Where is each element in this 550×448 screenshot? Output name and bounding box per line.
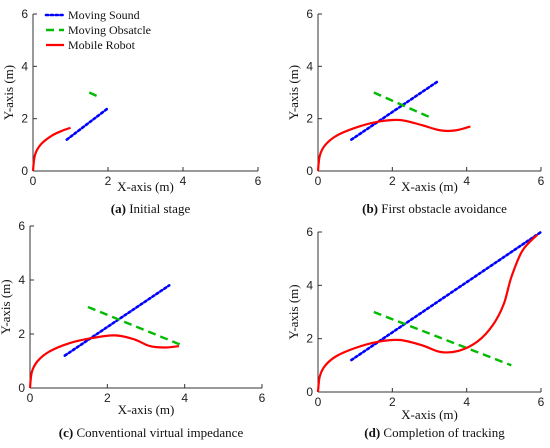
- x-tick-label: 2: [389, 174, 396, 188]
- series-line-moving-sound: [350, 80, 439, 141]
- series-line-moving-obsatcle: [373, 91, 434, 120]
- y-tick-label: 6: [21, 7, 28, 21]
- series-line-moving-obsatcle: [373, 310, 512, 367]
- chart-panel: 0 2 4 6 0 2 4 6 X-axis (m) Y-axis (m) (a) Initial …: [1, 7, 262, 216]
- series-line-mobile-robot: [28, 334, 180, 389]
- y-tick-label: 4: [306, 278, 313, 292]
- x-tick-label: 2: [105, 174, 112, 188]
- y-axis-label: Y-axis (m): [0, 279, 13, 334]
- panel-caption-text: Conventional virtual impedance: [73, 425, 243, 440]
- panel-caption: (a) Initial stage: [111, 201, 191, 216]
- x-tick-label: 4: [181, 391, 188, 405]
- series-line-moving-sound: [63, 284, 171, 357]
- x-axis-label: X-axis (m): [401, 179, 458, 194]
- x-tick-label: 4: [463, 395, 470, 409]
- y-tick-label: 6: [306, 7, 313, 21]
- y-tick-label: 2: [21, 112, 28, 126]
- x-tick-label: 0: [27, 391, 34, 405]
- series-line-moving-obsatcle: [87, 305, 182, 346]
- y-tick-label: 4: [21, 59, 28, 73]
- panel-caption: (c) Conventional virtual impedance: [59, 425, 244, 440]
- x-axis-label: X-axis (m): [401, 407, 458, 422]
- x-tick-label: 0: [315, 395, 322, 409]
- y-tick-label: 4: [306, 59, 313, 73]
- x-tick-label: 2: [389, 395, 396, 409]
- series-line-moving-sound: [350, 230, 543, 362]
- panel-caption-text: Initial stage: [126, 201, 190, 216]
- y-tick-label: 0: [21, 164, 28, 178]
- legend-label: Moving Obsatcle: [68, 23, 151, 37]
- y-tick-label: 0: [306, 385, 313, 399]
- panel-caption-label: (a): [111, 201, 126, 216]
- x-tick-label: 2: [104, 391, 111, 405]
- panel-caption: (b) First obstacle avoidance: [362, 201, 507, 216]
- x-tick-label: 6: [538, 395, 545, 409]
- x-tick-label: 6: [538, 174, 545, 188]
- series-line-mobile-robot: [316, 118, 471, 172]
- y-axis-label: Y-axis (m): [286, 65, 301, 120]
- series-line-mobile-robot: [31, 126, 71, 172]
- panel-caption-label: (c): [59, 425, 73, 440]
- y-tick-label: 6: [18, 219, 25, 233]
- y-tick-label: 0: [18, 381, 25, 395]
- x-axis-label: X-axis (m): [117, 179, 174, 194]
- panel-caption-text: Completion of tracking: [380, 425, 505, 440]
- legend-label: Moving Sound: [68, 8, 140, 22]
- x-tick-label: 4: [463, 174, 470, 188]
- y-tick-label: 4: [18, 273, 25, 287]
- x-tick-label: 6: [255, 174, 262, 188]
- x-tick-label: 6: [259, 391, 266, 405]
- panel-caption-label: (d): [364, 425, 380, 440]
- chart-panel: 0 2 4 6 0 2 4 6 X-axis (m) Y-axis (m) (b) First ob…: [286, 7, 545, 216]
- x-tick-label: 0: [30, 174, 37, 188]
- y-axis-label: Y-axis (m): [286, 284, 301, 339]
- y-tick-label: 2: [306, 112, 313, 126]
- panel-caption-label: (b): [362, 201, 378, 216]
- chart-panel: 0 2 4 6 0 2 4 6 X-axis (m) Y-axis (m) (d) Completi…: [286, 225, 545, 440]
- panel-caption-text: First obstacle avoidance: [378, 201, 507, 216]
- series-line-moving-sound: [65, 106, 110, 141]
- series-line-moving-obsatcle: [88, 91, 102, 99]
- panel-caption: (d) Completion of tracking: [364, 425, 505, 440]
- x-tick-label: 4: [180, 174, 187, 188]
- y-tick-label: 0: [306, 164, 313, 178]
- y-tick-label: 6: [306, 225, 313, 239]
- x-tick-label: 0: [315, 174, 322, 188]
- y-axis-label: Y-axis (m): [1, 65, 16, 120]
- y-tick-label: 2: [18, 327, 25, 341]
- chart-panel: 0 2 4 6 0 2 4 6 X-axis (m) Y-axis (m) (c) Conventi…: [0, 219, 266, 440]
- legend-label: Mobile Robot: [68, 38, 136, 52]
- series-line-mobile-robot: [316, 233, 539, 393]
- y-tick-label: 2: [306, 332, 313, 346]
- x-axis-label: X-axis (m): [118, 402, 175, 417]
